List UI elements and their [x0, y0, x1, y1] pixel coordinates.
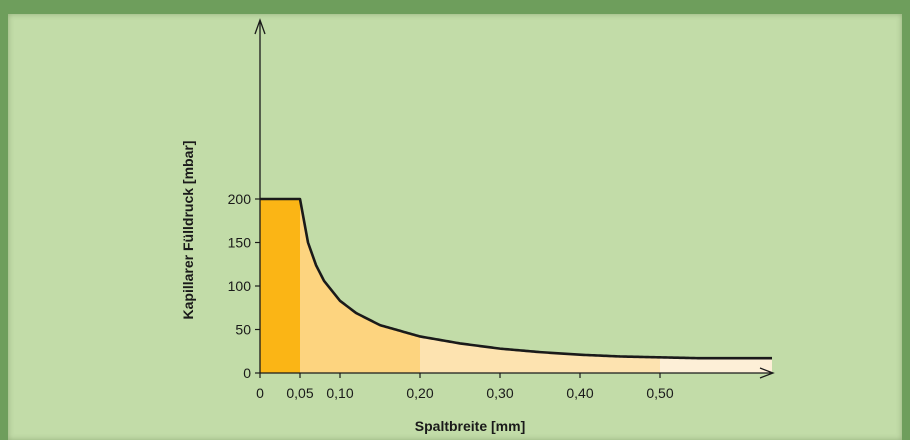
- y-tick-label: 200: [228, 191, 252, 207]
- x-tick-label: 0,05: [286, 385, 313, 401]
- y-tick-label: 0: [243, 365, 251, 381]
- y-tick-label: 50: [235, 322, 251, 338]
- area-region-1: [260, 199, 300, 373]
- series-line: [260, 197, 772, 360]
- area-region-4: [660, 357, 772, 373]
- x-tick-label: 0: [256, 385, 264, 401]
- y-axis-title: Kapillarer Fülldruck [mbar]: [180, 141, 196, 320]
- y-tick-label: 150: [228, 235, 252, 251]
- x-tick-label: 0,10: [326, 385, 353, 401]
- x-axis-title: Spaltbreite [mm]: [415, 418, 525, 434]
- x-tick-label: 0,50: [646, 385, 673, 401]
- x-tick-label: 0,30: [486, 385, 513, 401]
- y-axis-arrow: [254, 18, 266, 35]
- x-tick-label: 0,20: [406, 385, 433, 401]
- x-tick-label: 0,40: [566, 385, 593, 401]
- x-axis-arrow: [759, 367, 775, 379]
- area-region-2: [300, 199, 420, 373]
- area-region-3: [420, 336, 660, 373]
- y-tick-label: 100: [228, 278, 252, 294]
